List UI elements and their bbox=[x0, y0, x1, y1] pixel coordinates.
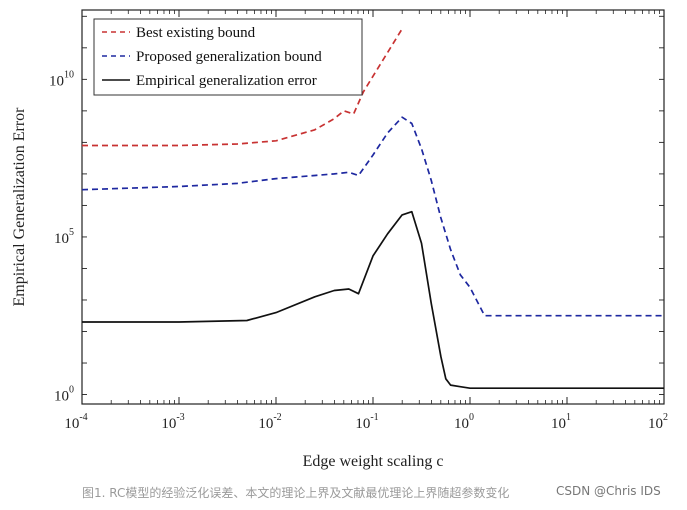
legend-box bbox=[93, 18, 363, 96]
y-tick-label: 100 bbox=[54, 385, 74, 405]
legend-label-empirical-error: Empirical generalization error bbox=[136, 73, 317, 89]
x-axis-ticks: 10-4 10-3 10-2 10-1 100 101 102 bbox=[64, 10, 668, 432]
legend-label-proposed-bound: Proposed generalization bound bbox=[136, 49, 322, 65]
x-axis-label: Edge weight scaling c bbox=[303, 453, 444, 470]
legend-label-best-existing-bound: Best existing bound bbox=[136, 25, 256, 41]
figure-caption: 图1. RC模型的经验泛化误差、本文的理论上界及文献最优理论上界随超参数变化 bbox=[82, 486, 510, 500]
y-tick-label: 105 bbox=[54, 227, 74, 247]
y-axis-ticks: 100 105 1010 bbox=[49, 15, 664, 405]
x-tick-label: 10-4 bbox=[64, 412, 87, 432]
series-proposed-bound bbox=[81, 116, 664, 317]
x-tick-label: 10-1 bbox=[355, 412, 378, 432]
x-tick-label: 10-3 bbox=[161, 412, 184, 432]
legend: Best existing bound Proposed generalizat… bbox=[93, 18, 363, 96]
x-tick-label: 102 bbox=[648, 412, 668, 432]
y-axis-label: Empirical Generalization Error bbox=[11, 107, 28, 307]
x-tick-label: 10-2 bbox=[258, 412, 281, 432]
x-tick-label: 101 bbox=[551, 412, 571, 432]
y-tick-label: 1010 bbox=[49, 69, 74, 89]
watermark-text: CSDN @Chris IDS bbox=[556, 484, 661, 498]
series-best-existing-bound bbox=[82, 28, 403, 147]
x-tick-label: 100 bbox=[454, 412, 474, 432]
series-empirical-error bbox=[82, 210, 664, 390]
chart: 10-4 10-3 10-2 10-1 100 101 102 100 105 1010 Bes… bbox=[11, 9, 668, 470]
series-layer bbox=[81, 28, 664, 390]
